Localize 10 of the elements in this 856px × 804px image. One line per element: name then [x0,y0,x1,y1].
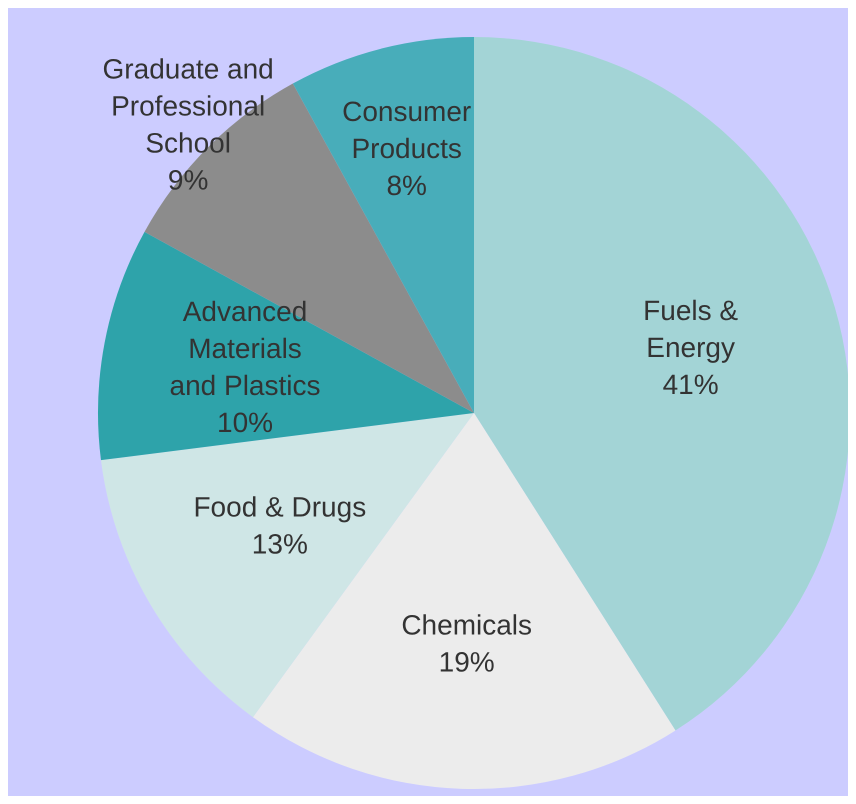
slice-label: Consumer Products [342,96,472,164]
data-label: 10% [216,407,274,438]
data-label: 8% [386,170,427,202]
data-label: 41% [662,369,719,400]
pie-slice [98,232,474,460]
slice-label: Fuels & Energy [643,295,738,364]
slice-label: Food & Drugs [193,492,366,523]
data-label: 19% [438,646,495,678]
slice-label: Chemicals [401,610,532,641]
data-label: 13% [252,528,308,560]
